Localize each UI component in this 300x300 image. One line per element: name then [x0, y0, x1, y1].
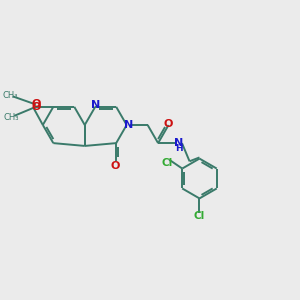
Text: O: O: [31, 100, 40, 110]
Text: N: N: [124, 120, 134, 130]
Text: N: N: [91, 100, 100, 110]
Text: CH₃: CH₃: [3, 91, 19, 100]
Text: N: N: [174, 138, 184, 148]
Text: O: O: [110, 160, 119, 170]
Text: O: O: [164, 118, 173, 128]
Text: O: O: [31, 102, 40, 112]
Text: CH₃: CH₃: [4, 113, 19, 122]
Text: Cl: Cl: [161, 158, 172, 168]
Text: Cl: Cl: [194, 212, 205, 221]
Text: H: H: [175, 144, 183, 153]
